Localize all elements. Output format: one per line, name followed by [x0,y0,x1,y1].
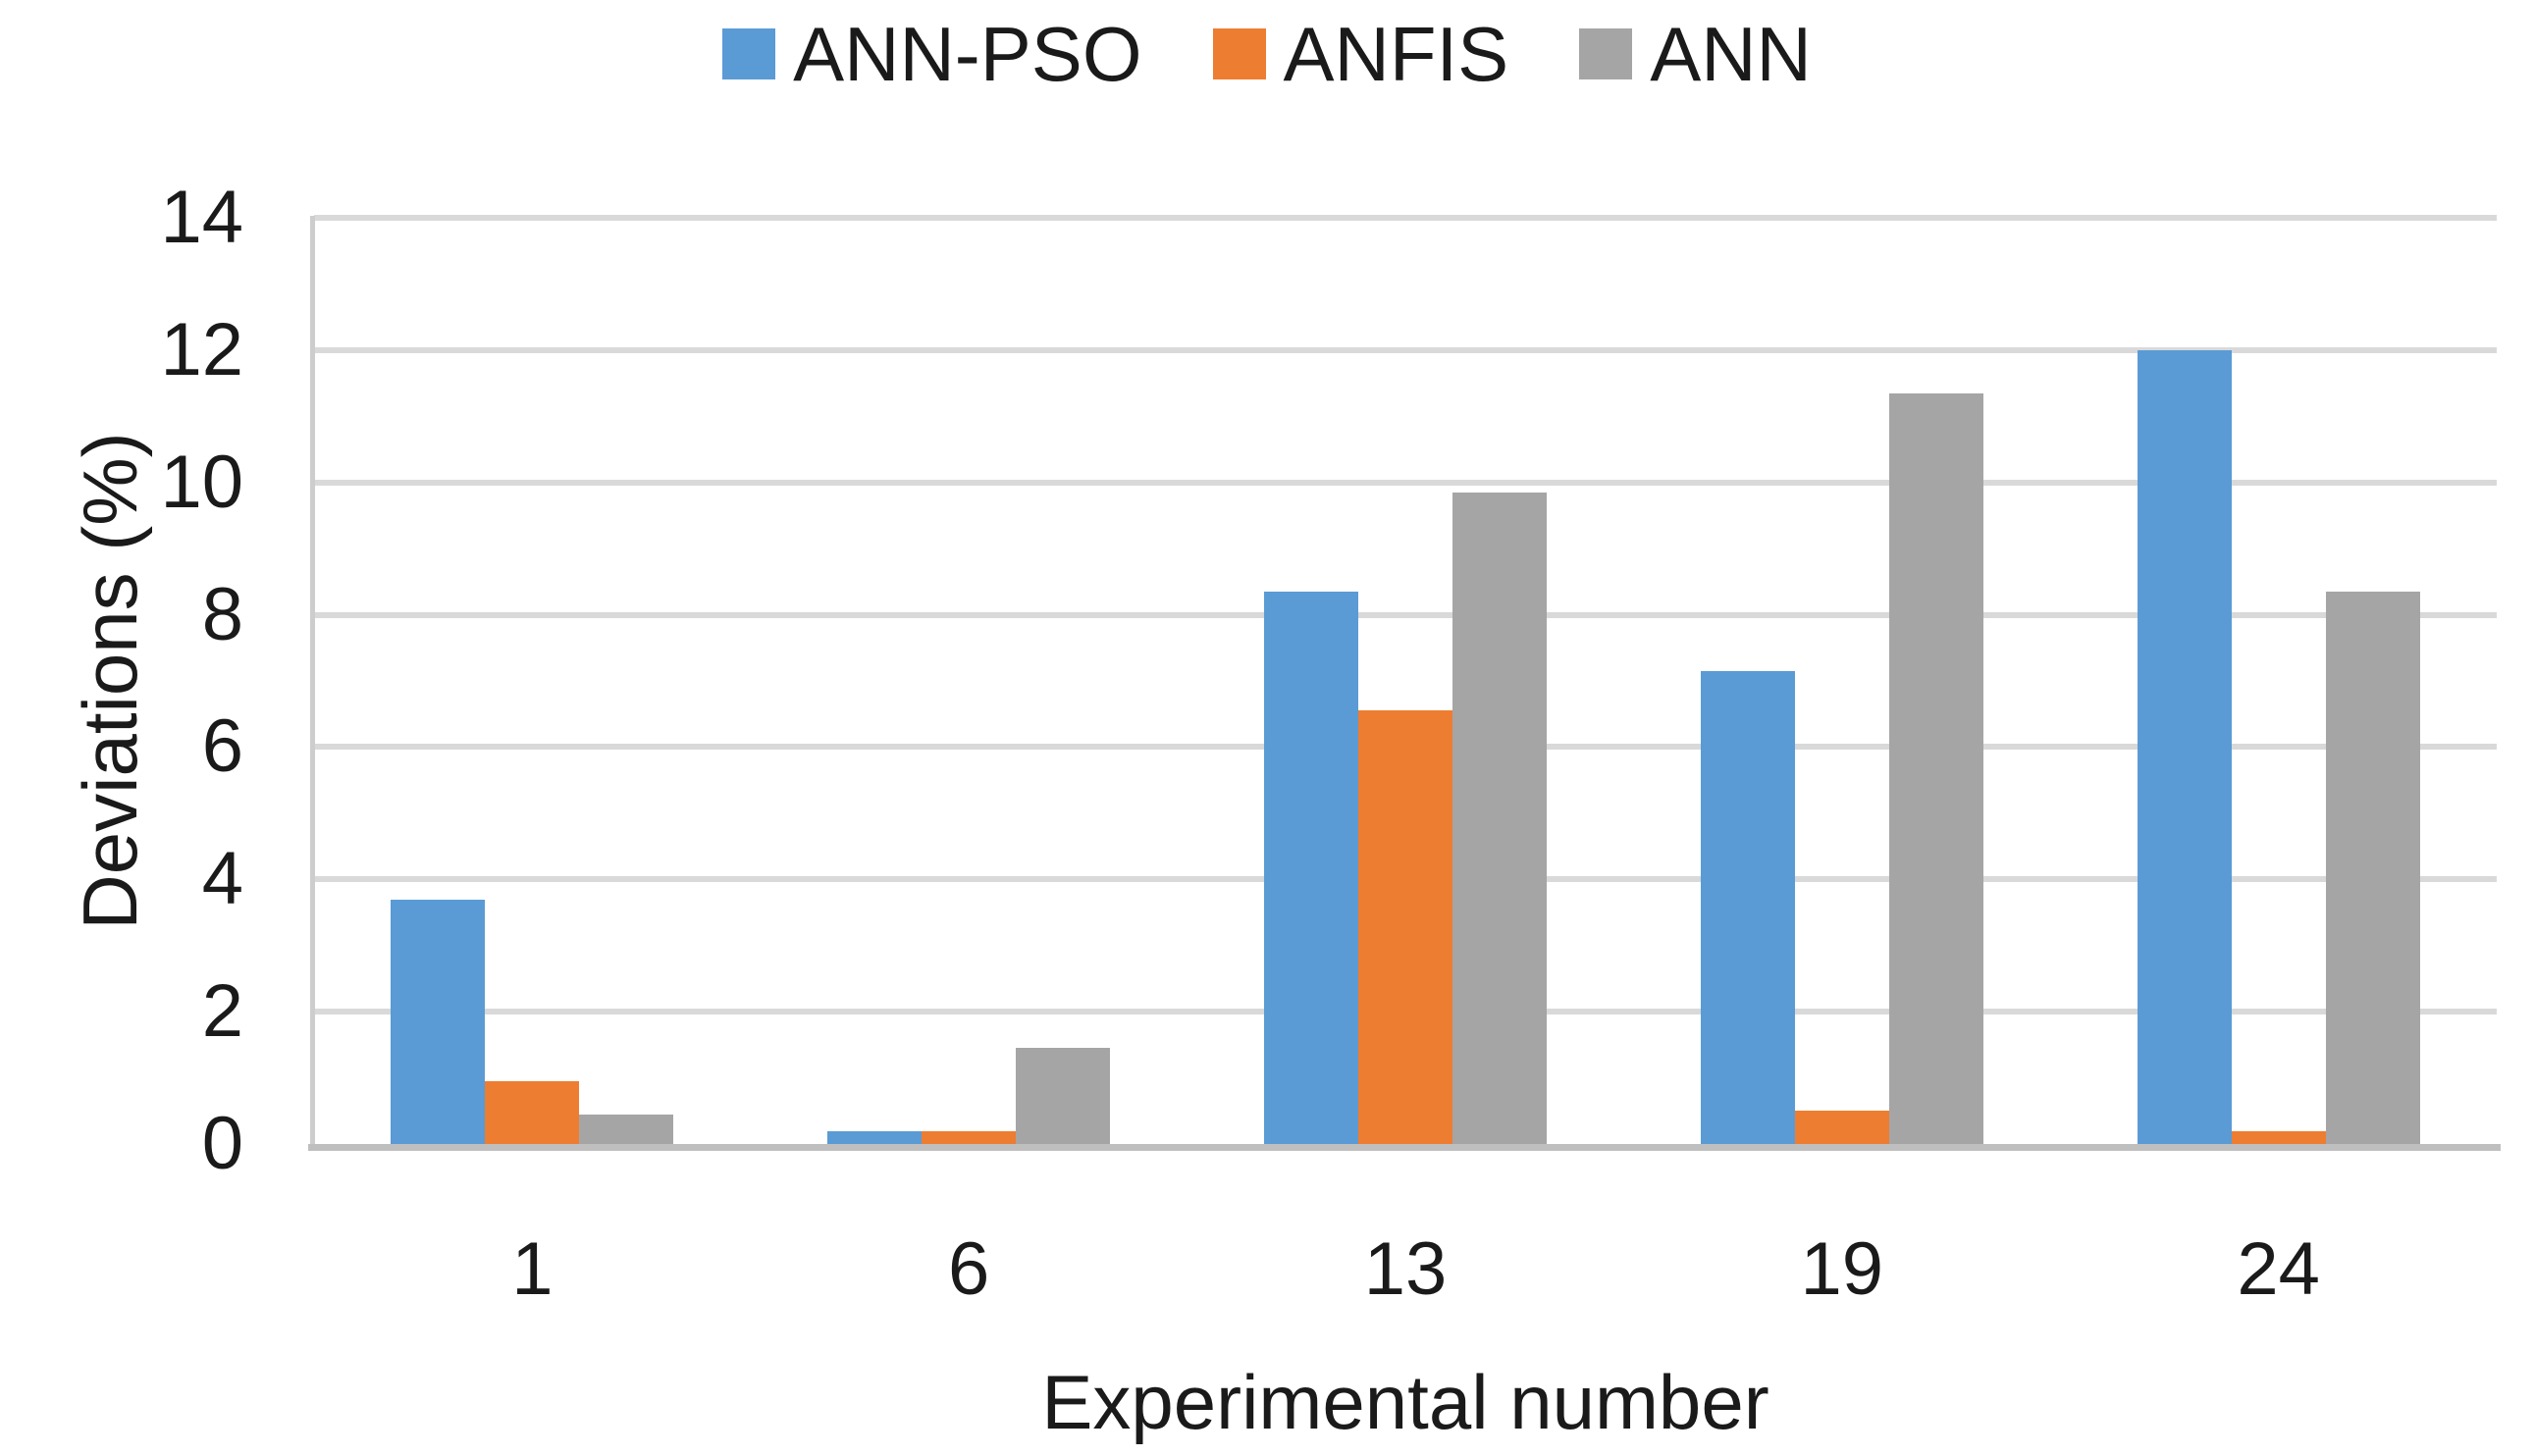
x-axis-line [308,1144,2501,1151]
x-tick-label: 13 [1363,1227,1448,1311]
bar [1264,591,1358,1144]
legend-item: ANFIS [1212,11,1509,97]
y-tick-label: 8 [201,572,243,656]
x-tick-label: 1 [511,1227,554,1311]
y-axis-line [310,216,315,1148]
bar [579,1114,674,1144]
legend-swatch [1212,28,1266,79]
y-tick-label: 12 [160,307,243,391]
bar [1888,392,1983,1144]
bar [1358,710,1452,1144]
bar [1794,1111,1889,1144]
gridline [314,215,2497,221]
x-tick-label: 6 [948,1227,990,1311]
bar [2231,1130,2326,1144]
x-tick-label: 24 [2237,1227,2320,1311]
y-tick-label: 0 [201,1102,243,1185]
y-tick-label: 6 [201,704,243,789]
legend-swatch [1579,28,1633,79]
bar [1452,492,1547,1144]
legend-label: ANN-PSO [793,11,1142,97]
plot-area [314,215,2497,1144]
y-tick-label: 10 [160,440,243,524]
bar [2137,349,2232,1144]
x-tick-label: 19 [1800,1227,1884,1311]
legend-item: ANN-PSO [722,11,1142,97]
gridline [314,611,2497,618]
y-axis-title: Deviations (%) [67,432,153,930]
bar [391,899,486,1144]
bar [827,1130,923,1144]
legend-swatch [722,28,776,79]
y-tick-label: 4 [201,837,243,921]
legend-item: ANN [1579,16,1812,92]
gridline [314,346,2497,353]
legend-label: ANFIS [1283,11,1509,97]
bar [1700,670,1795,1144]
chart-legend: ANN-PSO ANFIS ANN [0,16,2534,92]
bar [1016,1048,1111,1144]
gridline [314,479,2497,486]
bar [2325,591,2420,1144]
bar [922,1130,1017,1144]
bar [485,1080,580,1144]
y-tick-label: 14 [160,176,243,259]
y-tick-label: 2 [201,969,243,1054]
x-axis-title: Experimental number [1041,1359,1769,1445]
legend-label: ANN [1650,11,1812,97]
